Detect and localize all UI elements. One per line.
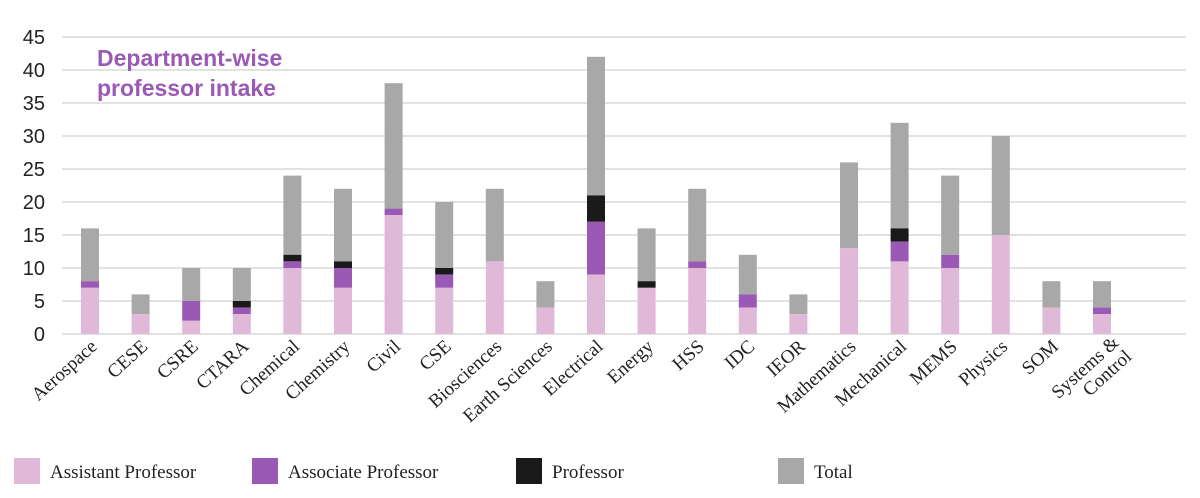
bars (81, 56, 1111, 334)
bar-total (435, 202, 454, 268)
legend-label: Assistant Professor (50, 462, 197, 483)
bar-associate-professor (738, 294, 757, 308)
bar-assistant-professor (435, 287, 454, 334)
bar-total (991, 136, 1010, 235)
bar-total (890, 122, 909, 229)
x-tick-label: CSE (416, 336, 456, 375)
bar-assistant-professor (334, 287, 352, 334)
x-tick-label: Civil (363, 336, 405, 377)
bar-total (536, 281, 555, 308)
bar-assistant-professor (890, 261, 909, 334)
bar-total (1093, 281, 1111, 308)
bar-assistant-professor (131, 314, 150, 334)
bar-total (637, 228, 656, 282)
bar-assistant-professor (587, 274, 605, 334)
y-tick-label: 35 (23, 93, 45, 115)
x-tick-label: IDC (721, 336, 759, 374)
bar-associate-professor (182, 301, 201, 321)
bar-total (738, 254, 757, 295)
x-tick-label: CESE (103, 336, 152, 383)
y-tick-label: 10 (23, 258, 45, 280)
bar-assistant-professor (738, 307, 757, 334)
bar-total (789, 294, 808, 315)
legend-swatch (778, 458, 804, 484)
bar-total (384, 83, 403, 209)
x-tick-label: Energy (603, 336, 658, 388)
y-tick-label: 30 (23, 126, 45, 148)
legend-label: Total (814, 462, 853, 483)
bar-professor (435, 268, 454, 275)
bar-assistant-professor (1042, 307, 1061, 334)
bar-total (182, 268, 201, 301)
legend: Assistant Professor Associate Professor Pr… (14, 458, 853, 484)
bar-professor (587, 195, 605, 222)
bar-total (587, 56, 605, 196)
y-tick-label: 20 (23, 192, 45, 214)
bar-assistant-professor (840, 248, 858, 334)
bar-total (81, 228, 99, 282)
chart-title-line-1: Department-wise (97, 45, 282, 71)
bar-total (131, 294, 150, 315)
y-tick-label: 5 (34, 291, 45, 313)
legend-label: Associate Professor (288, 462, 439, 483)
bar-assistant-professor (637, 287, 656, 334)
bar-assistant-professor (283, 268, 302, 334)
x-tick-label: MEMS (906, 336, 962, 389)
bar-total (232, 268, 251, 301)
legend-swatch (14, 458, 40, 484)
bar-assistant-professor (991, 235, 1010, 334)
bar-assistant-professor (232, 314, 251, 334)
x-tick-label: SOM (1018, 336, 1063, 379)
legend-label: Professor (552, 462, 624, 483)
x-tick-label: Systems &Control (1048, 332, 1137, 417)
bar-professor (232, 301, 251, 308)
bar-assistant-professor (688, 268, 707, 334)
bar-assistant-professor (182, 320, 201, 334)
bar-total (941, 175, 960, 255)
bar-associate-professor (384, 208, 403, 216)
y-tick-label: 40 (23, 60, 45, 82)
bar-associate-professor (435, 274, 454, 288)
bar-assistant-professor (789, 314, 808, 334)
x-tick-label: HSS (669, 336, 709, 375)
bar-associate-professor (334, 268, 352, 288)
legend-swatch (252, 458, 278, 484)
bar-professor (334, 261, 352, 268)
y-tick-label: 0 (34, 324, 45, 346)
bar-professor (890, 228, 909, 242)
x-tick-label: Aerospace (28, 336, 102, 405)
bar-professor (283, 254, 302, 262)
bar-associate-professor (232, 307, 251, 315)
bar-assistant-professor (384, 215, 403, 334)
bar-associate-professor (1093, 307, 1111, 315)
bar-assistant-professor (536, 307, 555, 334)
bar-assistant-professor (81, 287, 99, 334)
bar-associate-professor (81, 281, 99, 288)
bar-total (1042, 281, 1061, 308)
chart-title-line-2: professor intake (97, 75, 276, 101)
bar-total (334, 188, 352, 262)
y-tick-label: 25 (23, 159, 45, 181)
bar-total (283, 175, 302, 255)
y-tick-label: 15 (23, 225, 45, 247)
y-axis-ticks: 0 5 10 15 20 25 30 35 40 45 (23, 27, 45, 346)
bar-associate-professor (941, 254, 960, 268)
bar-associate-professor (688, 261, 707, 268)
bar-assistant-professor (941, 268, 960, 334)
bar-total (485, 188, 504, 262)
y-tick-label: 45 (23, 27, 45, 49)
bar-associate-professor (587, 221, 605, 275)
bar-total (688, 188, 707, 262)
bar-associate-professor (283, 261, 302, 268)
bar-total (840, 162, 858, 249)
bar-professor (637, 281, 656, 288)
bar-associate-professor (890, 241, 909, 262)
bar-assistant-professor (1093, 314, 1111, 334)
x-tick-label: Physics (955, 336, 1012, 390)
bar-assistant-professor (485, 261, 504, 334)
legend-swatch (516, 458, 542, 484)
